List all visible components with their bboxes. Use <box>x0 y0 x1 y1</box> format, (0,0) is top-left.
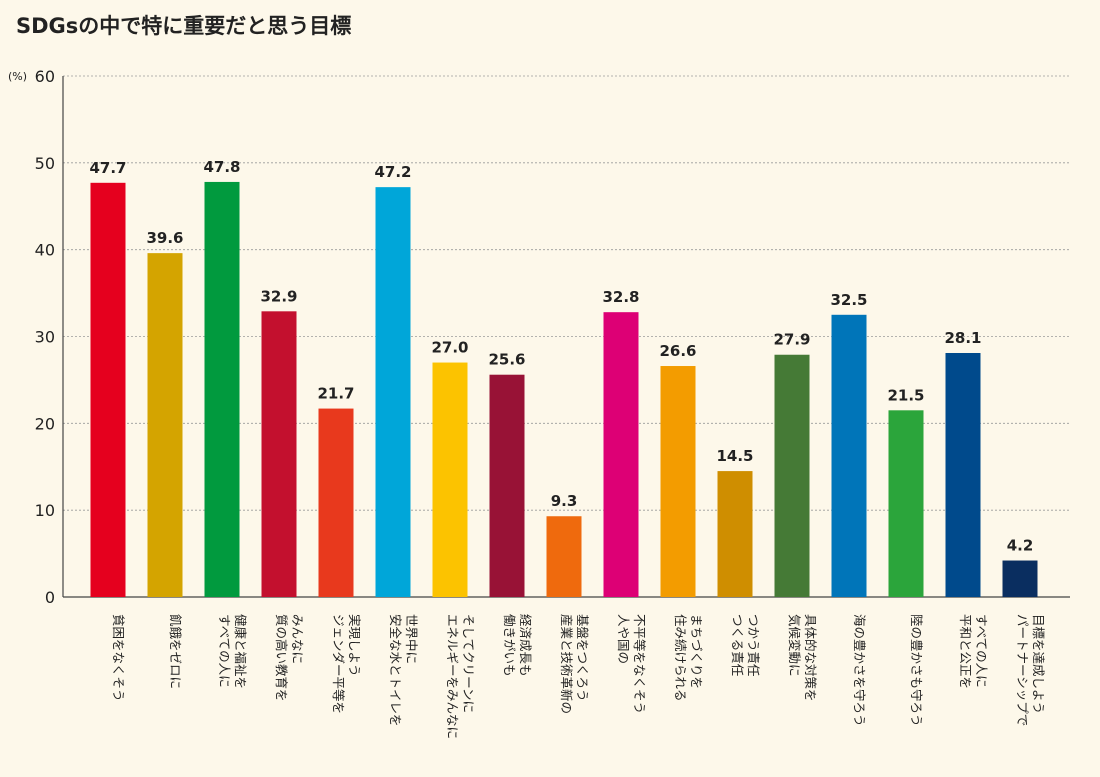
bar <box>603 312 639 597</box>
data-label: 47.2 <box>374 163 411 181</box>
data-label: 32.9 <box>260 287 297 305</box>
x-tick-label: 産業と技術革新の <box>559 614 574 714</box>
data-label: 28.1 <box>944 329 981 347</box>
bar <box>660 366 696 597</box>
y-tick-label: 60 <box>35 67 55 86</box>
x-tick-label: 健康と福祉を <box>233 614 248 689</box>
bar <box>261 311 297 597</box>
data-label: 25.6 <box>488 351 525 369</box>
bar <box>90 182 126 597</box>
y-tick-label: 0 <box>45 588 55 607</box>
x-tick-label: エネルギーをみんなに <box>445 614 460 739</box>
y-unit-label: (%) <box>8 70 27 83</box>
bar <box>774 354 810 597</box>
x-tick-label: 飢餓をゼロに <box>168 614 183 689</box>
bar <box>546 516 582 597</box>
bar <box>717 471 753 597</box>
chart-title: SDGsの中で特に重要だと思う目標 <box>16 14 352 38</box>
bar <box>831 314 867 597</box>
y-tick-label: 40 <box>35 241 55 260</box>
x-tick-label: 平和と公正を <box>958 614 973 689</box>
x-tick-label: 海の豊かさを守ろう <box>852 614 867 727</box>
x-tick-label: 経済成長も <box>518 614 533 677</box>
y-tick-label: 50 <box>35 154 55 173</box>
data-label: 21.7 <box>317 385 354 403</box>
bar <box>375 187 411 597</box>
data-label: 21.5 <box>887 386 924 404</box>
data-label: 39.6 <box>146 229 183 247</box>
bar <box>1002 560 1038 597</box>
x-tick-label: 具体的な対策を <box>803 614 818 702</box>
x-tick-label: 貧困をなくそう <box>111 614 126 702</box>
bar <box>318 408 354 597</box>
data-label: 14.5 <box>716 447 753 465</box>
x-tick-label: 実現しよう <box>347 614 362 677</box>
data-label: 4.2 <box>1007 537 1034 555</box>
data-label: 47.8 <box>203 158 240 176</box>
x-tick-label: 気候変動に <box>787 614 802 677</box>
y-tick-label: 10 <box>35 501 55 520</box>
x-tick-label: ジェンダー平等を <box>331 614 346 714</box>
x-tick-label: 基盤をつくろう <box>575 614 590 702</box>
x-tick-label: 安全な水とトイレを <box>388 614 403 727</box>
x-tick-label: 質の高い教育を <box>274 614 289 702</box>
x-tick-label: まちづくりを <box>689 614 704 689</box>
data-label: 26.6 <box>659 342 696 360</box>
x-tick-label: みんなに <box>290 614 305 664</box>
x-tick-label: 働きがいも <box>502 614 517 677</box>
data-label: 32.8 <box>602 288 639 306</box>
data-label: 32.5 <box>830 291 867 309</box>
x-tick-label: 目標を達成しよう <box>1031 614 1046 714</box>
x-tick-label: すべての人に <box>217 614 232 688</box>
x-tick-label: 陸の豊かさも守ろう <box>909 614 924 727</box>
y-tick-label: 20 <box>35 414 55 433</box>
x-tick-label: つくる責任 <box>730 614 745 676</box>
x-tick-label: 不平等をなくそう <box>632 614 647 714</box>
x-tick-label: そしてクリーンに <box>461 614 476 713</box>
bar <box>432 362 468 597</box>
x-tick-label: パートナーシップで <box>1015 614 1030 726</box>
x-tick-label: すべての人に <box>974 614 989 688</box>
x-tick-label: 人や国の <box>616 614 631 664</box>
x-tick-label: 世界中に <box>404 614 419 664</box>
data-label: 9.3 <box>551 492 578 510</box>
x-tick-label: 住み続けられる <box>673 614 688 702</box>
bar <box>945 352 981 597</box>
y-tick-label: 30 <box>35 328 55 347</box>
bar <box>888 410 924 597</box>
data-label: 27.0 <box>431 339 468 357</box>
bar <box>204 181 240 598</box>
data-label: 47.7 <box>89 159 126 177</box>
x-tick-label: つかう責任 <box>746 614 761 677</box>
bar <box>147 253 183 597</box>
data-label: 27.9 <box>773 331 810 349</box>
bar <box>489 374 525 597</box>
